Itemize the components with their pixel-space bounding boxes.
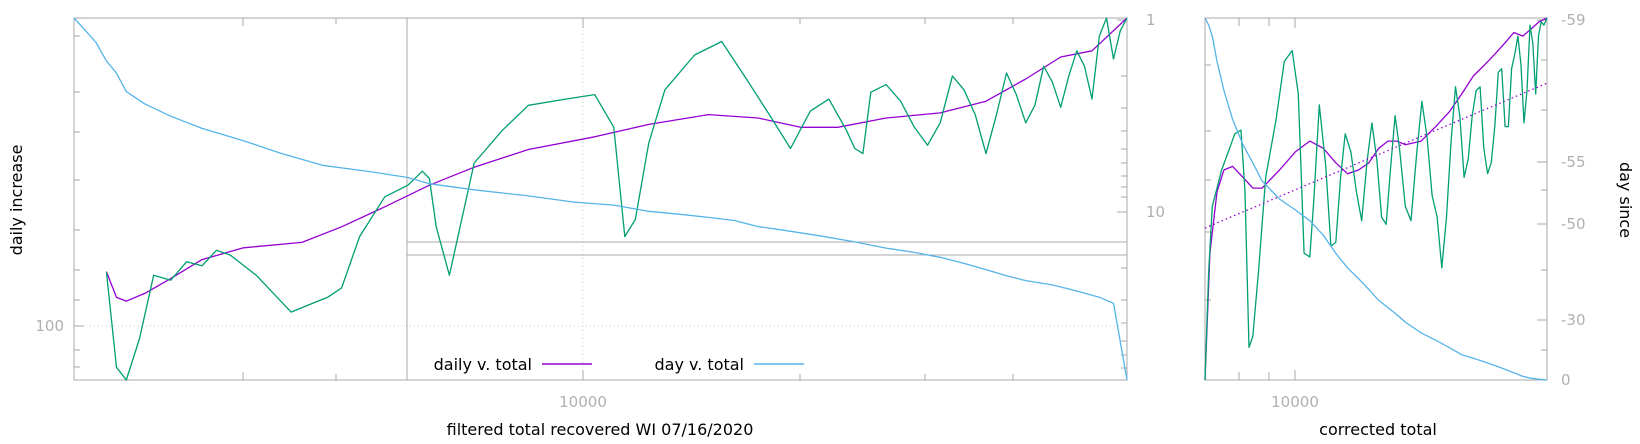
inset-frame xyxy=(406,18,1127,380)
r-y2-tick-label-3: -30 xyxy=(1561,311,1586,329)
right-series-group xyxy=(1204,17,1548,381)
r-y2-tick-label-2: -50 xyxy=(1561,215,1586,233)
legend-label-day: day v. total xyxy=(655,355,745,374)
left-series-line-1 xyxy=(105,17,1128,302)
right-x-axis-title: corrected total xyxy=(1319,420,1437,439)
right-panel: 10000 -59 -55 -50 -30 0 corrected total … xyxy=(1204,11,1635,439)
left-legend: daily v. total day v. total xyxy=(434,355,804,374)
right-y-axis-title: day since xyxy=(1616,162,1635,238)
legend-label-daily: daily v. total xyxy=(434,355,532,374)
right-series-line-4 xyxy=(1204,82,1548,229)
left-tick-labels: 10000 100 1 10 xyxy=(35,11,1165,411)
right-ticks xyxy=(1205,18,1547,381)
left-plot-border xyxy=(73,17,1128,381)
right-series-line-1 xyxy=(1204,17,1548,381)
left-series-line-3 xyxy=(73,17,1128,381)
right-tick-labels: 10000 -59 -55 -50 -30 0 xyxy=(1271,11,1585,411)
y2-tick-label-1: 1 xyxy=(1146,11,1156,29)
r-x-tick-label-10000: 10000 xyxy=(1271,393,1319,411)
left-series-group xyxy=(73,17,1128,381)
left-grid xyxy=(74,18,1127,380)
r-y2-tick-label-0: -59 xyxy=(1561,11,1586,29)
right-series-line-3 xyxy=(1204,17,1548,381)
r-y2-tick-label-4: 0 xyxy=(1561,371,1571,389)
left-series-line-2 xyxy=(105,17,1128,381)
left-y-axis-title: daily increase xyxy=(7,145,26,256)
left-x-axis-title: filtered total recovered WI 07/16/2020 xyxy=(447,420,754,439)
y-tick-label-100: 100 xyxy=(35,317,64,335)
r-y2-tick-label-1: -55 xyxy=(1561,153,1586,171)
right-plot-border xyxy=(1204,17,1548,381)
right-series-line-2 xyxy=(1204,17,1548,381)
y2-tick-label-10: 10 xyxy=(1146,203,1165,221)
left-panel: 10000 100 1 10 daily v. total day v. tot… xyxy=(7,11,1165,439)
x-tick-label-10000: 10000 xyxy=(559,393,607,411)
left-minor-ticks xyxy=(74,18,1127,380)
